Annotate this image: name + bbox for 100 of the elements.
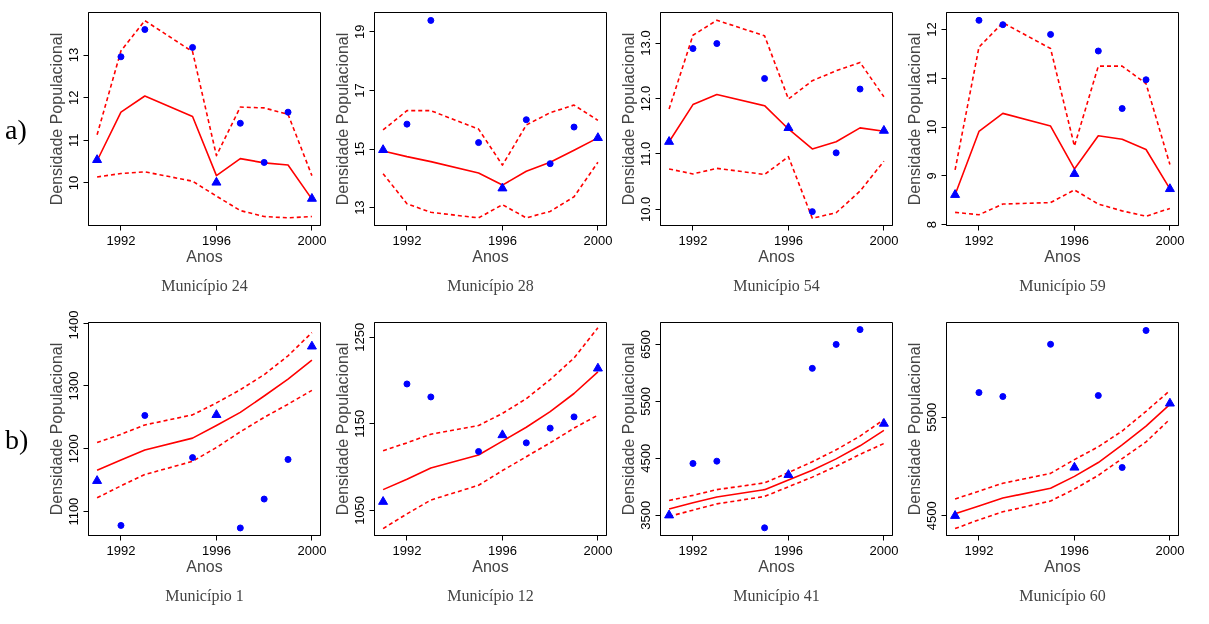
line-series — [668, 155, 885, 220]
text: a) — [5, 113, 27, 147]
point — [546, 424, 554, 432]
point — [878, 417, 889, 427]
point — [403, 120, 411, 128]
y-axis-title: Densidade Populacional — [905, 32, 923, 206]
y-tick-label: 1250 — [352, 322, 368, 352]
point — [522, 116, 530, 124]
text: Município 24 — [161, 276, 248, 295]
x-axis-title: Anos — [472, 247, 509, 265]
text: Município 12 — [447, 586, 534, 605]
point — [378, 144, 389, 154]
x-tick-label: 1992 — [106, 232, 136, 248]
point — [999, 21, 1007, 29]
point — [761, 524, 769, 532]
y-tick-label: 4500 — [638, 443, 654, 473]
x-axis-title: Anos — [1044, 247, 1081, 265]
point — [999, 393, 1007, 401]
point — [189, 454, 197, 462]
point — [117, 521, 125, 529]
y-tick-label: 8 — [924, 220, 940, 229]
x-tick-label: 1992 — [392, 542, 422, 558]
y-tick-label: 4500 — [924, 501, 940, 531]
x-tick-label: 2000 — [297, 542, 327, 558]
point — [522, 439, 530, 447]
line-series — [382, 414, 599, 530]
point — [189, 43, 197, 51]
line-series — [96, 171, 313, 219]
point — [592, 132, 603, 141]
point — [211, 176, 222, 186]
point — [403, 380, 411, 388]
x-tick-label: 1992 — [106, 542, 136, 558]
x-tick-label: 1996 — [201, 232, 231, 248]
x-tick-label: 2000 — [583, 232, 613, 248]
line-series — [96, 331, 313, 444]
point — [260, 495, 268, 503]
point — [975, 389, 983, 397]
x-axis-title: Anos — [472, 557, 509, 575]
point — [570, 413, 578, 421]
x-tick-label: 1996 — [1059, 542, 1089, 558]
x-tick-label: 1996 — [487, 542, 517, 558]
point — [1164, 183, 1175, 193]
y-tick-label: 9 — [924, 172, 940, 180]
x-tick-label: 1992 — [678, 542, 708, 558]
y-tick-label: 1200 — [66, 434, 82, 464]
point — [306, 340, 317, 350]
point — [1094, 392, 1102, 400]
y-tick-label: 11 — [924, 71, 940, 86]
y-tick-label: 11.0 — [638, 141, 654, 167]
point — [950, 510, 961, 519]
y-tick-label: 5500 — [638, 386, 654, 416]
point — [856, 326, 864, 334]
x-tick-label: 2000 — [869, 232, 899, 248]
y-tick-label: 12 — [66, 90, 82, 105]
point — [284, 455, 292, 463]
text: Município 41 — [733, 586, 820, 605]
point — [808, 364, 816, 372]
point — [1142, 326, 1150, 334]
y-tick-label: 19 — [352, 24, 368, 40]
point — [1047, 340, 1055, 348]
point — [117, 53, 125, 61]
x-axis-title: Anos — [186, 247, 223, 265]
x-tick-label: 1992 — [678, 232, 708, 248]
point — [761, 75, 769, 82]
point — [475, 139, 483, 147]
y-tick-label: 1100 — [66, 497, 82, 526]
point — [497, 182, 508, 192]
y-axis-title: Densidade Populacional — [333, 342, 351, 516]
x-tick-label: 1996 — [487, 232, 517, 248]
point — [546, 160, 554, 168]
text: Município 60 — [1019, 586, 1106, 605]
point — [689, 459, 697, 467]
text: b) — [5, 423, 29, 457]
x-tick-label: 1992 — [392, 232, 422, 248]
point — [1118, 105, 1126, 113]
x-axis-title: Anos — [758, 247, 795, 265]
line-series — [96, 19, 313, 177]
y-tick-label: 5500 — [924, 402, 940, 432]
point — [378, 496, 389, 505]
y-axis-title: Densidade Populacional — [905, 342, 923, 516]
line-series — [382, 161, 599, 219]
line-series — [954, 418, 1171, 530]
line-series — [668, 19, 885, 110]
y-tick-label: 13 — [66, 47, 82, 63]
x-tick-label: 2000 — [1155, 542, 1185, 558]
point — [1164, 397, 1175, 407]
y-tick-label: 17 — [352, 83, 368, 98]
point — [284, 108, 292, 116]
x-tick-label: 2000 — [1155, 232, 1185, 248]
point — [141, 26, 149, 34]
point — [664, 509, 675, 519]
y-tick-label: 13 — [352, 200, 368, 215]
point — [141, 412, 149, 419]
point — [427, 393, 435, 401]
y-axis-title: Densidade Populacional — [619, 342, 637, 516]
y-tick-label: 10 — [924, 119, 940, 135]
y-axis-title: Densidade Populacional — [47, 32, 65, 206]
point — [783, 122, 794, 131]
text: Município 28 — [447, 276, 534, 295]
line-series — [954, 189, 1171, 218]
